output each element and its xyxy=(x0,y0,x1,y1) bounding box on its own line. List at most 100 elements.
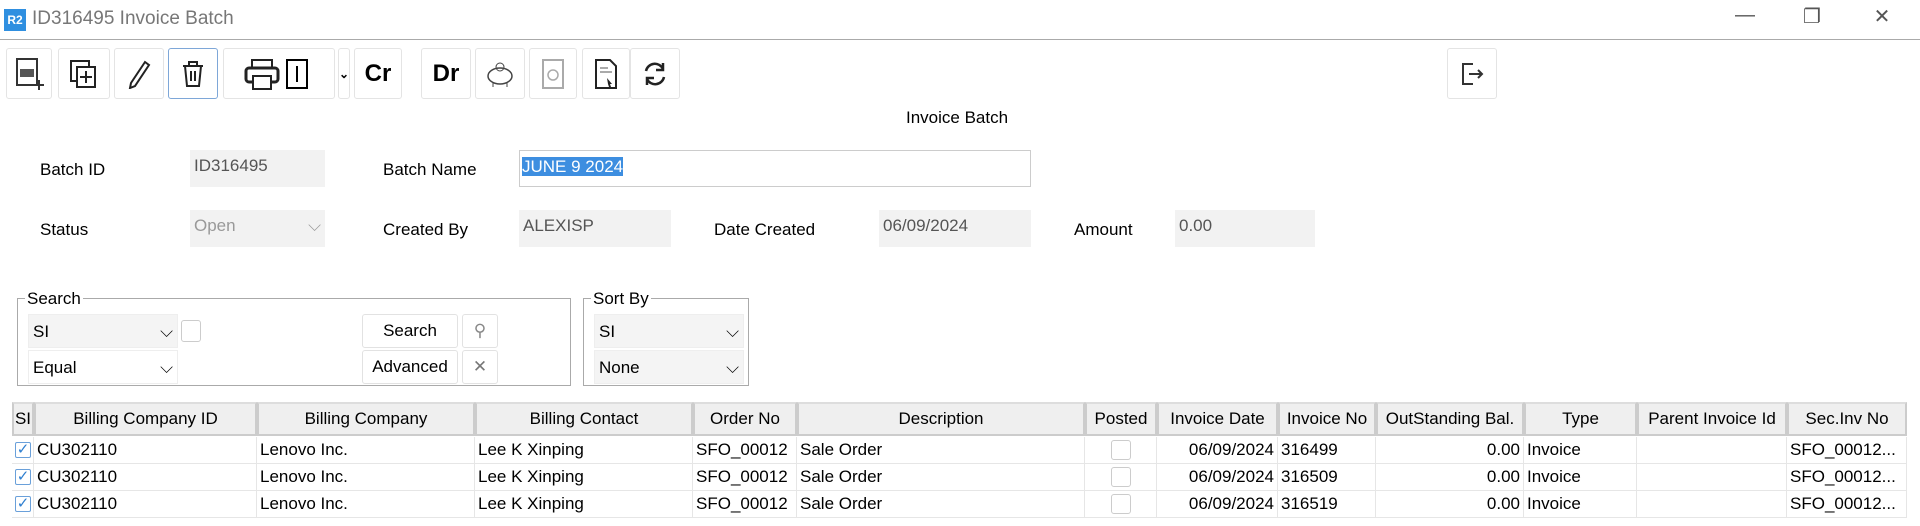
type-cell: Invoice xyxy=(1524,464,1637,491)
posted-checkbox[interactable] xyxy=(1110,494,1131,514)
delete-button[interactable] xyxy=(168,48,218,99)
void-button[interactable] xyxy=(529,48,577,99)
copy-button[interactable] xyxy=(58,48,110,99)
invoice-date-cell: 06/09/2024 xyxy=(1157,437,1278,464)
column-header[interactable]: Posted xyxy=(1085,402,1157,436)
company-id-cell: CU302110 xyxy=(34,437,257,464)
sec-inv-cell: SFO_00012... xyxy=(1787,464,1907,491)
column-header[interactable]: OutStanding Bal. xyxy=(1376,402,1524,436)
description-cell: Sale Order xyxy=(797,464,1085,491)
posted-cell xyxy=(1085,464,1157,491)
posted-checkbox[interactable] xyxy=(1110,467,1131,487)
amount-label: Amount xyxy=(1074,220,1133,239)
column-header[interactable]: Billing Contact xyxy=(475,402,693,436)
status-select[interactable]: Open ⌵ xyxy=(190,210,325,247)
row-select-checkbox[interactable]: ✓ xyxy=(15,441,31,458)
close-button[interactable]: ✕ xyxy=(1873,6,1891,28)
chevron-down-icon: ⌵ xyxy=(308,216,321,235)
row-select-checkbox[interactable]: ✓ xyxy=(15,468,31,485)
clear-icon[interactable]: ✕ xyxy=(462,350,498,384)
refresh-button[interactable] xyxy=(630,48,680,99)
chevron-down-icon: ⌵ xyxy=(160,322,173,341)
type-cell: Invoice xyxy=(1524,491,1637,518)
column-header[interactable]: Billing Company ID xyxy=(34,402,257,436)
restore-button[interactable]: ❐ xyxy=(1803,6,1821,28)
search-field-select[interactable]: SI ⌵ xyxy=(28,314,178,348)
advanced-button[interactable]: Advanced xyxy=(362,350,458,384)
created-by-label: Created By xyxy=(383,220,469,239)
balance-cell: 0.00 xyxy=(1376,464,1524,491)
contact-cell: Lee K Xinping xyxy=(475,464,693,491)
pencil-icon xyxy=(128,60,151,89)
balance-cell: 0.00 xyxy=(1376,437,1524,464)
sec-inv-cell: SFO_00012... xyxy=(1787,491,1907,518)
search-icon[interactable]: ⚲ xyxy=(462,314,498,348)
sort-legend: Sort By xyxy=(591,289,651,309)
invoice-date-cell: 06/09/2024 xyxy=(1157,464,1278,491)
invoice-no-cell: 316519 xyxy=(1278,491,1376,518)
parent-cell xyxy=(1637,491,1787,518)
new-button[interactable] xyxy=(6,48,52,99)
credit-button[interactable]: Cr xyxy=(354,48,402,99)
type-cell: Invoice xyxy=(1524,437,1637,464)
invoice-date-cell: 06/09/2024 xyxy=(1157,491,1278,518)
created-by-field: ALEXISP xyxy=(519,210,671,247)
table-row[interactable]: ✓ CU302110 Lenovo Inc. Lee K Xinping SFO_000… xyxy=(12,437,1907,464)
table-row[interactable]: ✓ CU302110 Lenovo Inc. Lee K Xinping SFO_000… xyxy=(12,464,1907,491)
deposit-button[interactable] xyxy=(475,48,525,99)
order-no-cell: SFO_00012 xyxy=(693,491,797,518)
search-checkbox[interactable] xyxy=(181,320,201,342)
column-header[interactable]: Invoice No xyxy=(1278,402,1376,436)
batch-name-input[interactable]: JUNE 9 2024 xyxy=(519,150,1031,187)
search-operator-select[interactable]: Equal ⌵ xyxy=(28,350,178,384)
copy-add-icon xyxy=(70,59,96,88)
report-button[interactable] xyxy=(582,48,630,99)
search-field-value: SI xyxy=(33,322,50,341)
column-header[interactable]: Description xyxy=(797,402,1085,436)
column-header[interactable]: Invoice Date xyxy=(1157,402,1278,436)
column-header[interactable]: Billing Company xyxy=(257,402,475,436)
column-header[interactable]: Order No xyxy=(693,402,797,436)
invoice-no-cell: 316509 xyxy=(1278,464,1376,491)
sort-order-select[interactable]: None ⌵ xyxy=(594,350,744,384)
select-cell: ✓ xyxy=(12,464,34,491)
company-id-cell: CU302110 xyxy=(34,464,257,491)
sort-field-select[interactable]: SI ⌵ xyxy=(594,314,744,348)
company-cell: Lenovo Inc. xyxy=(257,491,475,518)
exit-button[interactable] xyxy=(1447,48,1497,99)
exit-icon xyxy=(1462,62,1484,85)
posted-checkbox[interactable] xyxy=(1110,440,1131,460)
column-header[interactable]: SI xyxy=(12,402,34,436)
batch-name-label: Batch Name xyxy=(383,160,477,179)
row-select-checkbox[interactable]: ✓ xyxy=(15,495,31,512)
piggy-bank-icon xyxy=(487,62,513,87)
table-row[interactable]: ✓ CU302110 Lenovo Inc. Lee K Xinping SFO_000… xyxy=(12,491,1907,518)
date-created-field: 06/09/2024 xyxy=(879,210,1031,247)
company-cell: Lenovo Inc. xyxy=(257,437,475,464)
search-button[interactable]: Search xyxy=(362,314,458,348)
amount-field: 0.00 xyxy=(1175,210,1315,247)
trash-icon xyxy=(183,60,203,87)
edit-button[interactable] xyxy=(114,48,164,99)
search-group xyxy=(17,298,571,386)
sec-inv-cell: SFO_00012... xyxy=(1787,437,1907,464)
description-cell: Sale Order xyxy=(797,437,1085,464)
select-cell: ✓ xyxy=(12,491,34,518)
posted-cell xyxy=(1085,491,1157,518)
app-logo: R2 xyxy=(4,9,26,31)
debit-button[interactable]: Dr xyxy=(421,48,471,99)
batch-id-field: ID316495 xyxy=(190,150,325,187)
batch-id-label: Batch ID xyxy=(40,160,106,179)
print-dropdown[interactable]: ⌄ xyxy=(338,48,350,99)
column-header[interactable]: Parent Invoice Id xyxy=(1637,402,1787,436)
status-value: Open xyxy=(194,216,236,235)
print-button[interactable] xyxy=(223,48,335,99)
printer-icon xyxy=(244,58,308,90)
column-header[interactable]: Sec.Inv No xyxy=(1787,402,1907,436)
chevron-down-icon: ⌵ xyxy=(726,322,739,341)
minimize-button[interactable]: — xyxy=(1735,4,1755,26)
column-header[interactable]: Type xyxy=(1524,402,1637,436)
balance-cell: 0.00 xyxy=(1376,491,1524,518)
report-select-icon xyxy=(595,58,617,89)
sort-order-value: None xyxy=(599,358,640,377)
